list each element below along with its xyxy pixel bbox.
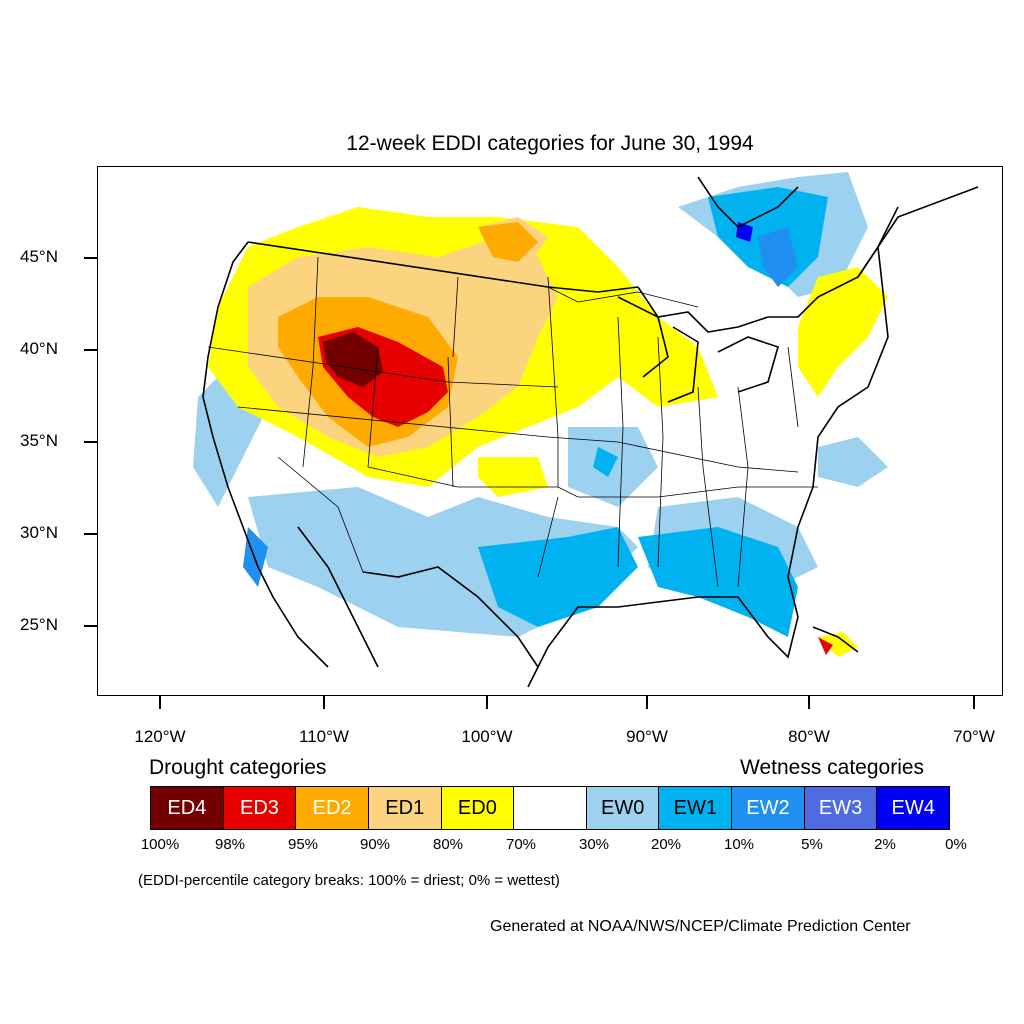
legend-colorbar: ED4 ED3 ED2 ED1 ED0 EW0 EW1 EW2 EW3 EW4	[150, 786, 950, 830]
lon-tick-80	[808, 696, 810, 709]
lon-label-100: 100°W	[461, 727, 513, 746]
map-canvas	[193, 172, 979, 688]
legend-swatch-ed1: ED1	[368, 787, 442, 829]
legend-swatch-ed2: ED2	[296, 787, 369, 829]
legend-swatch-ed3: ED3	[223, 787, 297, 829]
lat-tick-40	[84, 349, 97, 351]
legend-swatch-ew0: EW0	[586, 787, 660, 829]
credit-text: Generated at NOAA/NWS/NCEP/Climate Predi…	[490, 918, 911, 935]
legend-drought-title: Drought categories	[149, 756, 327, 779]
legend-swatch-ed4: ED4	[151, 787, 224, 829]
lon-label-120: 120°W	[134, 727, 186, 746]
lon-tick-120	[159, 696, 161, 709]
legend-breaks-note: (EDDI-percentile category breaks: 100% =…	[138, 872, 560, 889]
legend-pct-3: 90%	[359, 836, 391, 853]
legend-swatch-normal	[514, 787, 587, 829]
legend-swatch-ew3: EW3	[804, 787, 878, 829]
lon-label-70: 70°W	[953, 727, 995, 746]
lon-label-110: 110°W	[299, 727, 349, 746]
lon-label-80: 80°W	[788, 727, 830, 746]
wet-ew2-areas	[243, 227, 798, 587]
legend-pct-9: 5%	[801, 836, 823, 853]
lon-label-90: 90°W	[626, 727, 668, 746]
wet-ew4-areas	[736, 222, 753, 242]
lat-label-35: 35°N	[20, 431, 58, 450]
lon-tick-90	[646, 696, 648, 709]
legend-pct-5: 70%	[505, 836, 537, 853]
map-title: 12-week EDDI categories for June 30, 199…	[346, 132, 754, 155]
dry-ed4-areas	[323, 332, 383, 387]
lat-label-40: 40°N	[20, 339, 58, 358]
legend-pct-7: 20%	[650, 836, 682, 853]
lat-label-30: 30°N	[20, 523, 58, 542]
legend-pct-0: 100%	[140, 836, 180, 853]
lat-tick-30	[84, 533, 97, 535]
legend-swatch-ew2: EW2	[732, 787, 805, 829]
wet-ew1-areas	[478, 187, 828, 637]
coastlines	[202, 176, 979, 688]
legend-pct-1: 98%	[214, 836, 246, 853]
legend-pct-11: 0%	[945, 836, 967, 853]
legend-pct-4: 80%	[432, 836, 464, 853]
legend-pct-10: 2%	[874, 836, 896, 853]
legend-wetness-title: Wetness categories	[740, 756, 925, 779]
legend-pct-6: 30%	[578, 836, 610, 853]
lon-tick-110	[323, 696, 325, 709]
map-frame	[97, 166, 1003, 696]
lon-tick-100	[486, 696, 488, 709]
lat-tick-35	[84, 441, 97, 443]
state-borders	[207, 241, 818, 588]
legend-pct-2: 95%	[287, 836, 319, 853]
lat-label-25: 25°N	[20, 615, 58, 634]
lat-tick-45	[84, 257, 97, 259]
legend-swatch-ew4: EW4	[877, 787, 950, 829]
lon-tick-70	[973, 696, 975, 709]
lat-tick-25	[84, 625, 97, 627]
lat-label-45: 45°N	[20, 247, 58, 266]
legend-swatch-ed0: ED0	[441, 787, 515, 829]
legend-pct-8: 10%	[723, 836, 755, 853]
legend-swatch-ew1: EW1	[659, 787, 733, 829]
